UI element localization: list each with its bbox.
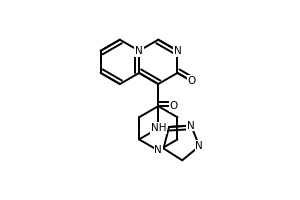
Text: N: N xyxy=(187,121,195,131)
Text: N: N xyxy=(195,141,203,151)
Text: NH: NH xyxy=(151,123,166,133)
Text: N: N xyxy=(154,145,162,155)
Text: O: O xyxy=(188,76,196,86)
Text: O: O xyxy=(169,101,178,111)
Text: N: N xyxy=(135,46,143,56)
Text: N: N xyxy=(174,46,181,56)
